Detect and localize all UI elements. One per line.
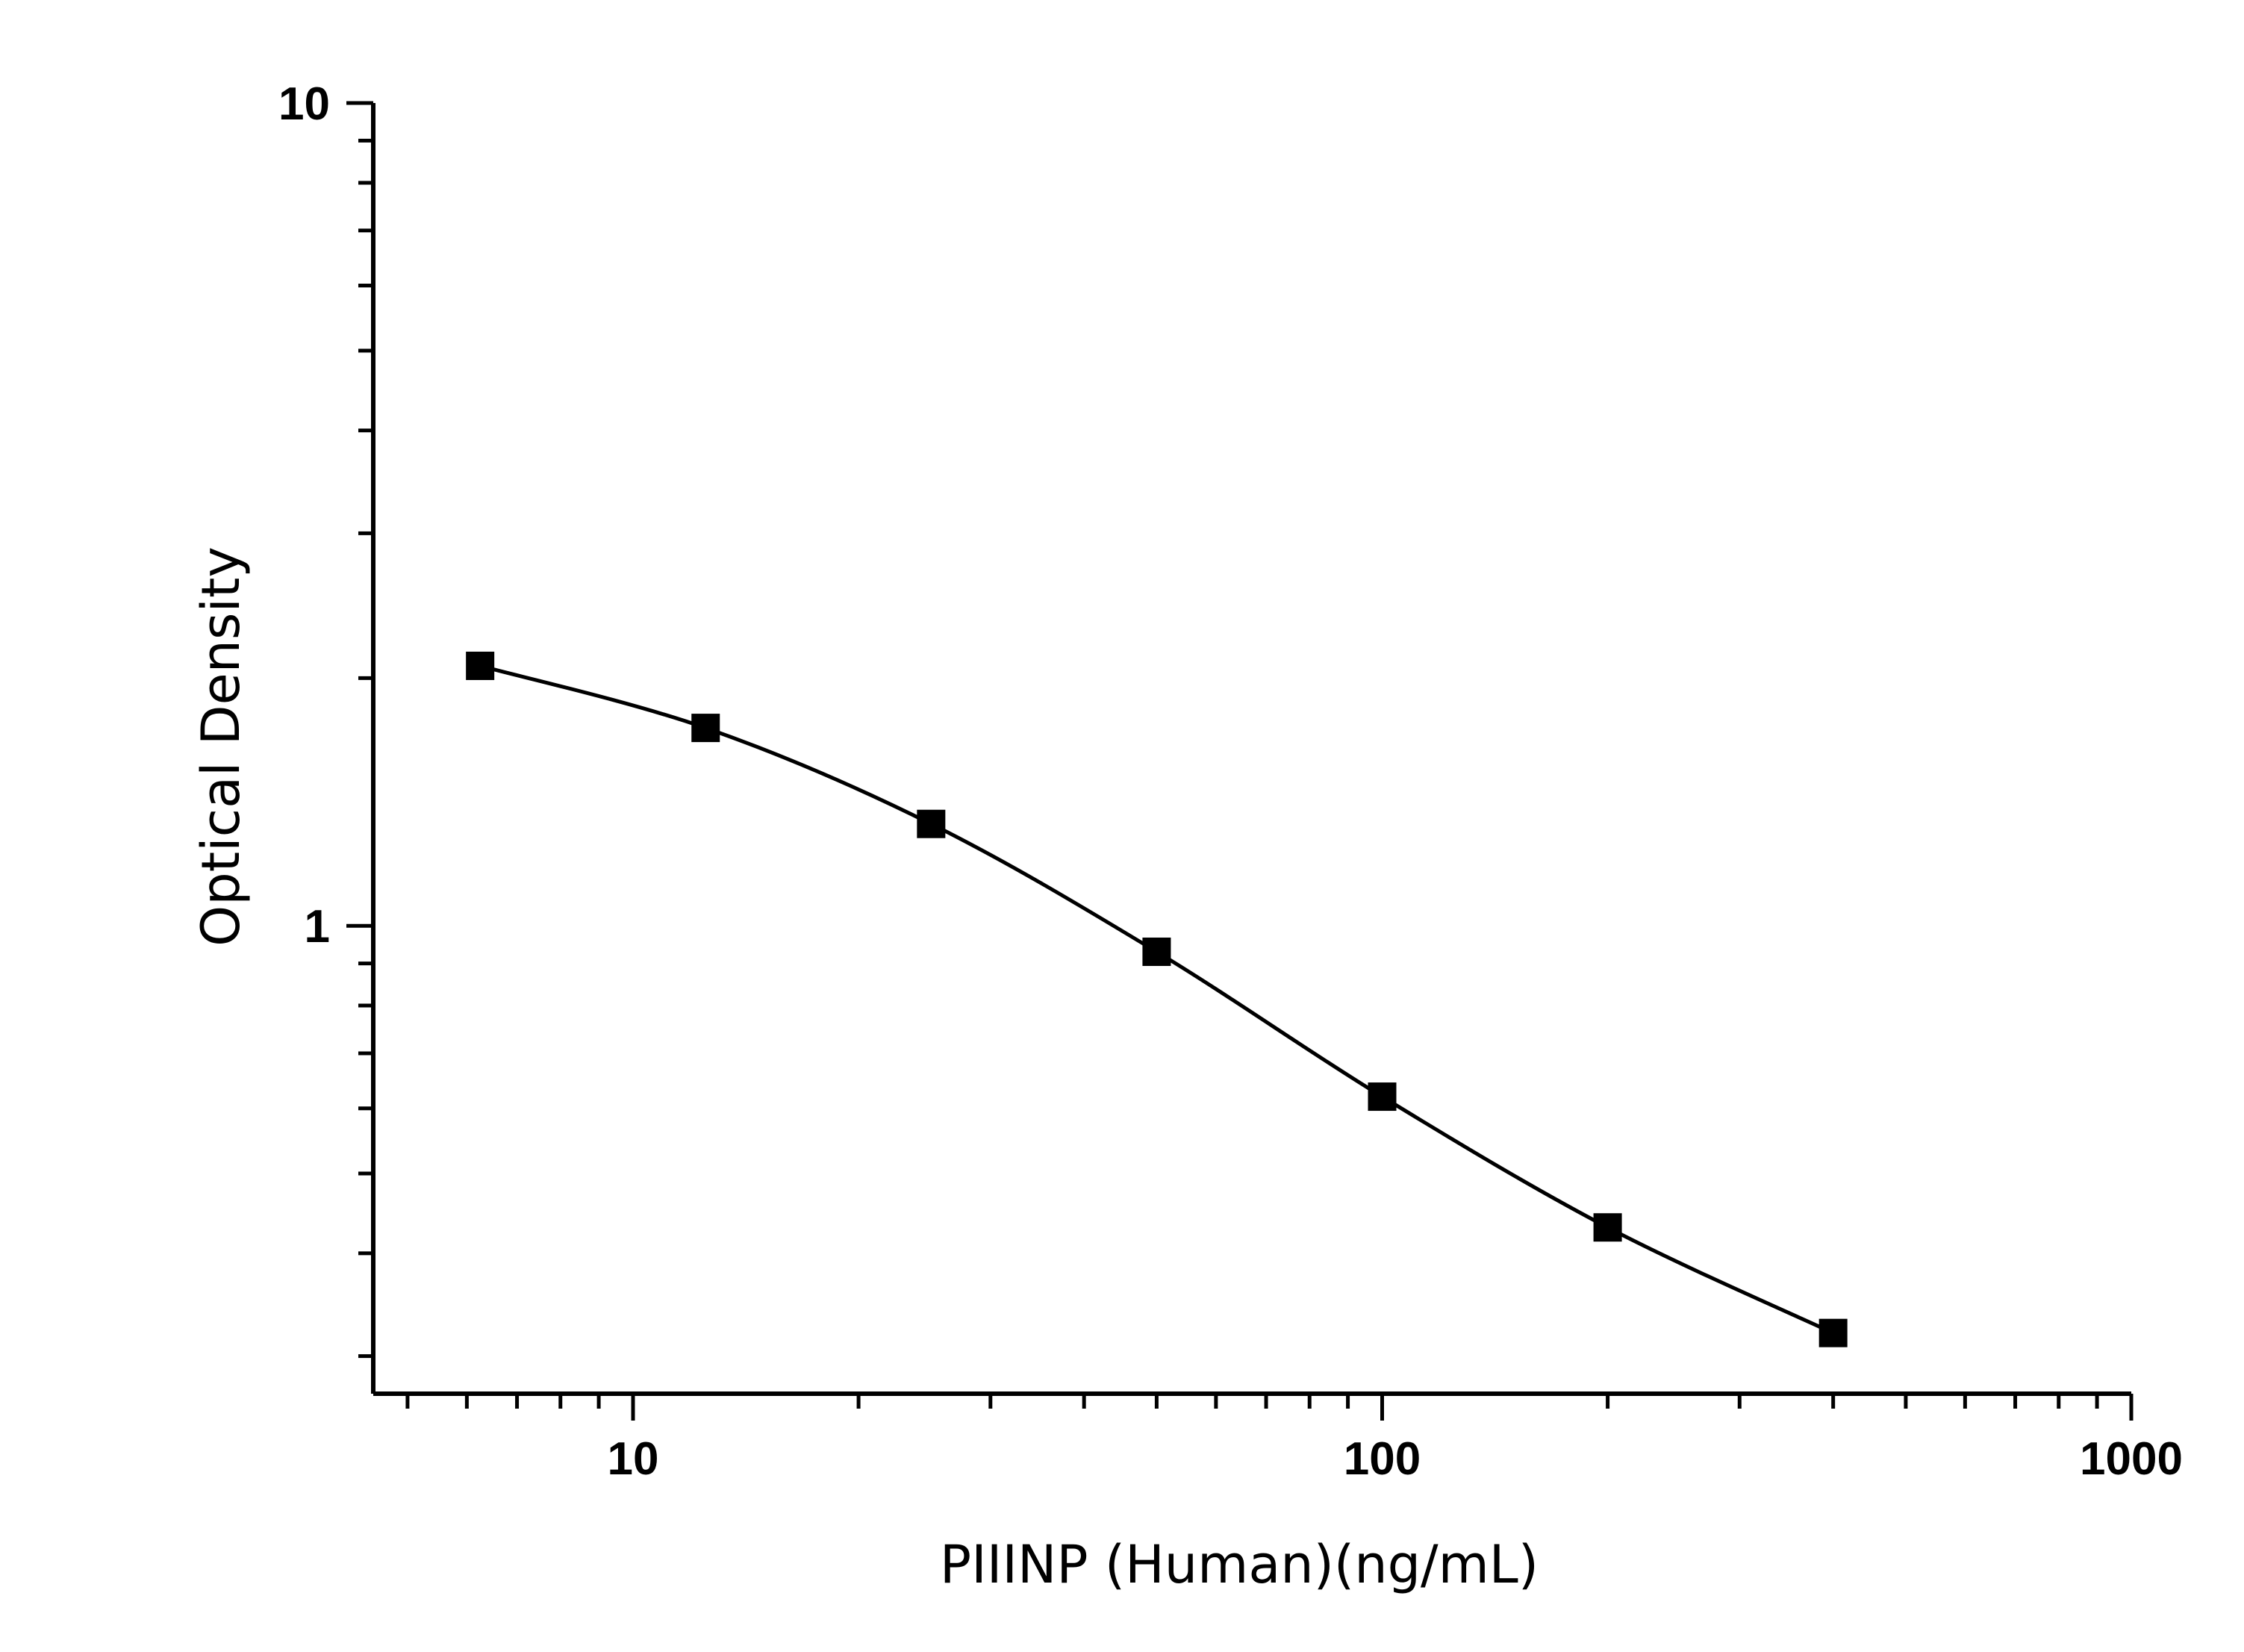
y-axis-title: Optical Density <box>190 546 252 947</box>
tick-labels: 10 100 1000 1 10 <box>278 78 2183 1485</box>
data-point-marker <box>1818 1318 1848 1347</box>
x-tick-label: 100 <box>1344 1433 1421 1485</box>
x-tick-label: 10 <box>608 1433 659 1485</box>
data-points <box>466 651 1848 1347</box>
y-tick-label: 10 <box>278 78 330 130</box>
fit-curve <box>479 664 1834 1335</box>
x-tick-label: 1000 <box>2080 1433 2183 1485</box>
data-point-marker <box>691 714 720 743</box>
y-tick-label: 1 <box>305 901 330 953</box>
data-point-marker <box>917 809 946 838</box>
x-axis-title: PIIINP (Human)(ng/mL) <box>940 1534 1539 1595</box>
data-point-marker <box>1368 1082 1397 1112</box>
data-point-marker <box>1593 1213 1622 1242</box>
axis-ticks <box>346 101 2134 1421</box>
data-point-marker <box>1142 937 1171 966</box>
data-point-marker <box>466 651 495 680</box>
axes <box>371 103 2131 1396</box>
